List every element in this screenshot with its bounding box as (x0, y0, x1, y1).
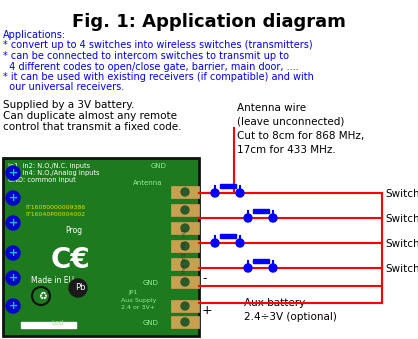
Circle shape (181, 206, 189, 214)
Text: in4  in3  in2  in1: in4 in3 in2 in1 (183, 229, 188, 273)
Circle shape (181, 224, 189, 232)
Bar (252, 259, 268, 262)
Text: Fig. 1: Application diagram: Fig. 1: Application diagram (72, 13, 346, 31)
Circle shape (69, 279, 87, 297)
Circle shape (211, 189, 219, 197)
Circle shape (181, 318, 189, 326)
Bar (171, 300, 199, 312)
Bar (171, 222, 199, 234)
Text: GND: GND (143, 320, 159, 326)
Text: * convert up to 4 switches into wireless switches (transmitters): * convert up to 4 switches into wireless… (3, 40, 313, 51)
Text: Prog: Prog (65, 226, 82, 235)
Circle shape (6, 191, 20, 205)
Bar (171, 186, 199, 198)
Circle shape (269, 264, 277, 272)
Circle shape (181, 242, 189, 250)
Bar (252, 209, 268, 213)
Circle shape (181, 260, 189, 268)
Text: 4 different codes to open/close gate, barrier, main door, ....: 4 different codes to open/close gate, ba… (3, 61, 298, 72)
Bar (171, 276, 199, 288)
Text: +: + (8, 218, 18, 228)
Bar (219, 184, 235, 187)
Text: +: + (202, 304, 213, 317)
Text: Led: Led (51, 320, 64, 326)
Bar (171, 204, 199, 216)
Bar (171, 316, 199, 328)
Text: Switch1: Switch1 (385, 189, 418, 199)
Bar (21, 322, 76, 328)
Circle shape (211, 239, 219, 247)
Text: Aux battery
2.4÷3V (optional): Aux battery 2.4÷3V (optional) (244, 298, 337, 322)
Circle shape (269, 214, 277, 222)
Text: ♻: ♻ (38, 291, 47, 301)
Text: control that transmit a fixed code.: control that transmit a fixed code. (3, 122, 181, 132)
Text: +: + (8, 248, 18, 258)
Bar (171, 240, 199, 252)
Text: Applications:: Applications: (3, 30, 66, 40)
Text: * can be connected to intercom switches to transmit up to: * can be connected to intercom switches … (3, 51, 289, 61)
Text: GND: GND (151, 163, 167, 169)
Text: +: + (8, 301, 18, 311)
Text: +: + (8, 273, 18, 283)
Bar (219, 234, 235, 238)
Text: GND: GND (143, 280, 159, 286)
Text: in1  in2: N.O./N.C. inputs: in1 in2: N.O./N.C. inputs (8, 163, 90, 169)
FancyBboxPatch shape (3, 158, 199, 336)
Circle shape (181, 188, 189, 196)
Text: Switch3: Switch3 (385, 239, 418, 249)
Text: Can duplicate almost any remote: Can duplicate almost any remote (3, 111, 177, 121)
Text: Switch2: Switch2 (385, 214, 418, 224)
Text: 2.4 or 3V+: 2.4 or 3V+ (121, 305, 155, 310)
Text: Made in EU: Made in EU (31, 276, 74, 285)
Circle shape (6, 271, 20, 285)
Circle shape (6, 246, 20, 260)
Text: C€: C€ (51, 246, 91, 274)
Text: Aux Supply: Aux Supply (121, 298, 156, 303)
Circle shape (6, 299, 20, 313)
Circle shape (181, 302, 189, 310)
Circle shape (244, 264, 252, 272)
Text: IT16080000009386: IT16080000009386 (25, 205, 85, 210)
Text: GND: common input: GND: common input (8, 177, 76, 183)
Text: Switch4: Switch4 (385, 264, 418, 274)
Bar (171, 258, 199, 270)
Text: +: + (8, 168, 18, 178)
Text: IT16040P00004002: IT16040P00004002 (25, 212, 85, 217)
Circle shape (236, 189, 244, 197)
Circle shape (181, 278, 189, 286)
Circle shape (6, 166, 20, 180)
Text: Supplied by a 3V battery.: Supplied by a 3V battery. (3, 100, 134, 110)
Text: * it can be used with existing receivers (if compatible) and with: * it can be used with existing receivers… (3, 72, 314, 82)
Text: JP1: JP1 (128, 290, 138, 295)
Text: -: - (202, 272, 206, 285)
Text: Antenna wire
(leave unconnected)
Cut to 8cm for 868 MHz,
17cm for 433 MHz.: Antenna wire (leave unconnected) Cut to … (237, 103, 364, 155)
Text: our universal receivers.: our universal receivers. (3, 82, 124, 93)
Circle shape (6, 216, 20, 230)
Text: Antenna: Antenna (133, 180, 163, 186)
Text: in3  in4: N.O./Analog inputs: in3 in4: N.O./Analog inputs (8, 170, 99, 176)
Text: Pb: Pb (75, 283, 86, 293)
Circle shape (236, 239, 244, 247)
Text: +: + (8, 193, 18, 203)
Circle shape (244, 214, 252, 222)
